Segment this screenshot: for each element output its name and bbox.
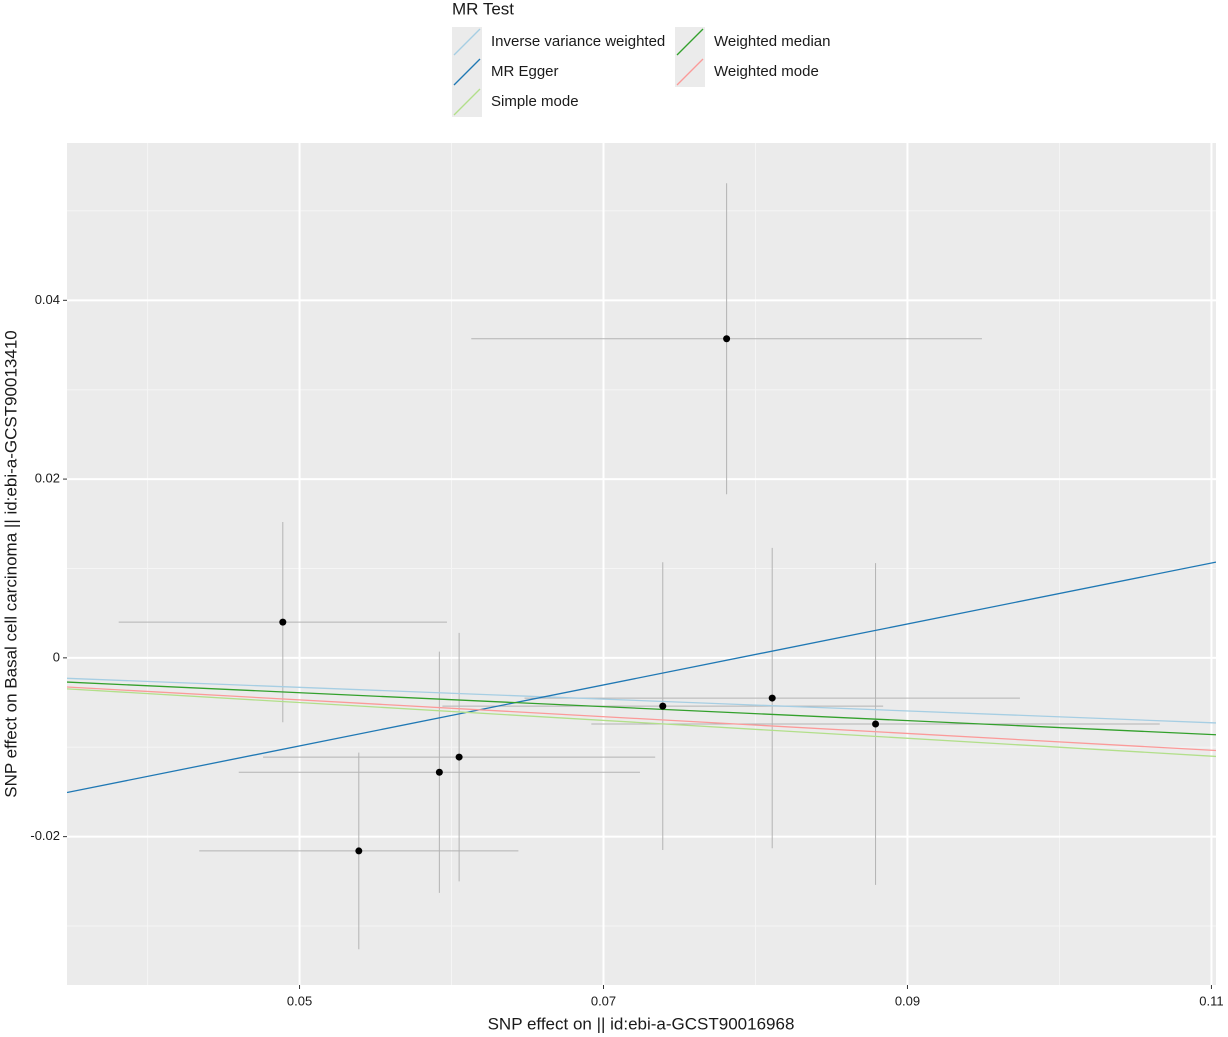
legend-label: Weighted median [714,33,830,50]
regression-line [67,561,1216,794]
regression-line [67,688,1216,758]
y-tick-label: 0 [53,649,60,664]
point [768,694,776,702]
point [872,720,880,728]
x-tick-label: 0.09 [895,993,920,1008]
legend-swatch [453,58,481,86]
x-tick-label: 0.05 [287,993,312,1008]
regression-line [67,681,1216,736]
y-tick-label: 0.04 [35,292,60,307]
point [723,335,731,343]
x-axis-label: SNP effect on || id:ebi-a-GCST90016968 [488,1014,795,1033]
legend-swatch [676,28,704,56]
y-axis-label: SNP effect on Basal cell carcinoma || id… [1,330,20,797]
legend-label: Inverse variance weighted [491,33,665,50]
legend-label: Simple mode [491,93,579,110]
point [279,618,287,626]
x-tick-label: 0.11 [1199,993,1223,1008]
legend-label: MR Egger [491,63,559,80]
x-tick-label: 0.07 [591,993,616,1008]
panel [67,143,1216,985]
y-tick-label: -0.02 [30,828,60,843]
point [355,847,363,855]
regression-line [67,677,1216,724]
legend-title: MR Test [452,0,514,18]
y-tick-label: 0.02 [35,471,60,486]
point [659,702,667,710]
regression-line [67,686,1216,752]
legend-label: Weighted mode [714,63,819,80]
legend-swatch [453,88,481,116]
point [455,753,463,761]
legend-swatch [676,58,704,86]
point [435,768,443,776]
legend-swatch [453,28,481,56]
